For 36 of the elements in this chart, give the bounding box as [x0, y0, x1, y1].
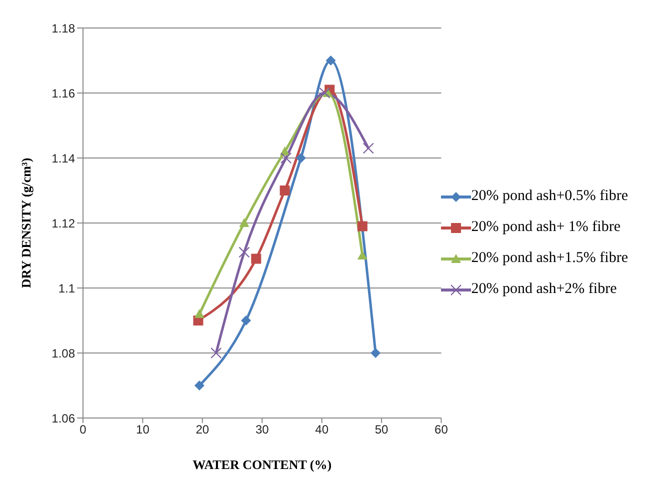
legend-label: 20% pond ash+2% fibre [471, 281, 617, 298]
point [319, 87, 330, 99]
point [194, 380, 204, 390]
point [210, 347, 222, 359]
point [194, 309, 204, 318]
point [362, 142, 374, 154]
y-tick-label: 1.1 [58, 281, 76, 296]
point [357, 250, 368, 260]
y-tick-label: 1.08 [52, 346, 76, 360]
y-tick-label: 1.18 [52, 21, 76, 36]
y-tick-label: 1.06 [52, 411, 76, 426]
point [251, 254, 262, 264]
point [238, 246, 250, 258]
x-tick-label: 40 [315, 422, 329, 437]
y-axis-title: DRY DENSITY (g/cm³) [18, 158, 34, 288]
point [280, 152, 292, 164]
x-axis-title: WATER CONTENT (%) [192, 457, 332, 472]
y-tick-label: 1.14 [52, 151, 76, 166]
point [370, 348, 381, 358]
point [357, 221, 368, 232]
y-tick-label: 1.16 [52, 86, 76, 100]
legend-label: 20% pond ash+0.5% fibre [471, 188, 628, 205]
x-tick-label: 50 [374, 422, 389, 437]
x-tick-label: 20 [196, 422, 210, 437]
point [326, 56, 336, 66]
legend-label: 20% pond ash+1.5% fibre [471, 250, 628, 267]
x-tick-label: 10 [136, 422, 150, 437]
x-tick-label: 0 [80, 422, 87, 437]
x-tick-label: 30 [255, 422, 270, 437]
point [239, 218, 250, 227]
point [280, 186, 290, 196]
x-tick-label: 60 [434, 422, 448, 437]
point [240, 316, 251, 326]
legend-label: 20% pond ash+ 1% fibre [471, 219, 620, 236]
point [296, 153, 306, 163]
y-tick-label: 1.12 [52, 216, 76, 230]
